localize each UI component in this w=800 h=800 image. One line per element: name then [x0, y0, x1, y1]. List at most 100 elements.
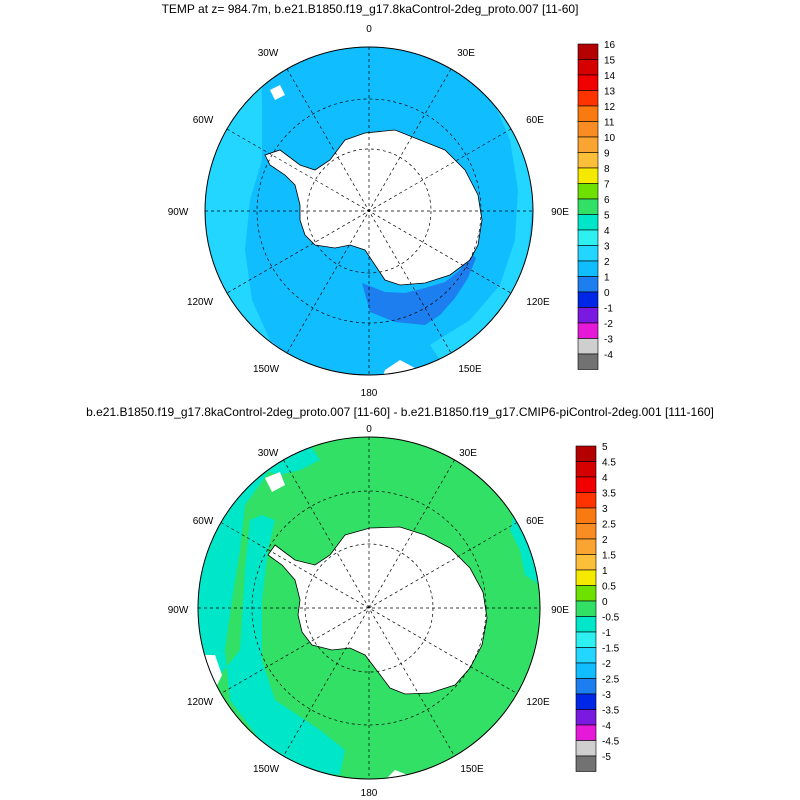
legend-swatch [575, 740, 597, 757]
legend-swatch [577, 245, 599, 262]
legend-swatch [577, 121, 599, 138]
lon-label-120w: 120W [187, 297, 214, 308]
legend-swatch [577, 136, 599, 153]
legend-swatch [577, 338, 599, 355]
legend-label: -3 [604, 335, 613, 346]
legend-swatch [577, 43, 599, 60]
legend-label: -4 [604, 350, 613, 361]
legend-swatch [577, 74, 599, 91]
lon-label-60w: 60W [193, 115, 214, 126]
legend-swatch [575, 724, 597, 741]
lon-label-180: 180 [361, 388, 378, 399]
legend-swatch [575, 554, 597, 571]
legend-swatch [577, 291, 599, 308]
legend-label: -1 [602, 628, 611, 639]
legend-swatch [577, 322, 599, 339]
legend-label: -2 [604, 319, 613, 330]
legend-label: 1 [604, 273, 610, 284]
lon-label-30w: 30W [258, 448, 279, 459]
legend-swatch [575, 445, 597, 462]
lon-label-30e: 30E [459, 448, 477, 459]
legend-label: 11 [604, 118, 615, 129]
lon-label-120e: 120E [526, 297, 550, 308]
legend-label: -4 [602, 721, 611, 732]
ocean-cool-band-west [198, 470, 345, 775]
legend-label: -0.5 [602, 613, 620, 624]
legend-swatch [575, 538, 597, 555]
legend-swatch [575, 647, 597, 664]
legend-label: -3.5 [602, 706, 620, 717]
lon-label-90e: 90E [551, 605, 569, 616]
legend-label: -2 [602, 659, 611, 670]
legend-swatch [577, 59, 599, 76]
legend-label: -5 [602, 752, 611, 763]
legend-swatch [575, 616, 597, 633]
legend-label: 3.5 [602, 489, 616, 500]
legend-label: -3 [602, 690, 611, 701]
legend-label: 0 [602, 597, 608, 608]
lon-label-0: 0 [366, 424, 372, 435]
legend-label: 12 [604, 102, 616, 113]
legend-label: 0 [604, 288, 610, 299]
legend-swatch [577, 90, 599, 107]
longitude-labels: 0 30E 30W 60E 60W 90E 90W 120E 120W 150E… [168, 424, 570, 799]
legend-label: 0.5 [602, 582, 616, 593]
lon-label-90w: 90W [168, 207, 189, 218]
legend-swatch [575, 461, 597, 478]
lon-label-120e: 120E [526, 697, 550, 708]
legend-label: -2.5 [602, 675, 620, 686]
legend-swatch [577, 214, 599, 231]
legend-swatch [575, 600, 597, 617]
legend-swatch [575, 631, 597, 648]
legend-swatch [575, 476, 597, 493]
legend-label: 4 [602, 473, 608, 484]
legend-swatch [577, 276, 599, 293]
ocean-outer-band-east [430, 60, 533, 360]
legend-label: -1 [604, 304, 613, 315]
legend-swatch [575, 693, 597, 710]
legend-swatch [577, 183, 599, 200]
ocean-outer-band [205, 70, 340, 375]
temperature-difference-map: 0 30E 30W 60E 60W 90E 90W 120E 120W 150E… [168, 424, 620, 799]
legend-swatch [577, 229, 599, 246]
lon-label-150e: 150E [458, 364, 482, 375]
color-legend-difference: 5 4.5 4 3.5 3 2.5 2 1.5 1 0.5 0 -0.5 -1 -1.5 -2 -2.5 -3 -… [575, 442, 620, 772]
map-title-bottom: b.e21.B1850.f19_g17.8kaControl-2deg_prot… [86, 405, 714, 419]
lon-label-60w: 60W [193, 516, 214, 527]
land-patch-sa [270, 85, 285, 100]
legend-swatch [577, 198, 599, 215]
legend-swatch [575, 523, 597, 540]
lon-label-90e: 90E [551, 207, 569, 218]
legend-label: 1 [602, 566, 608, 577]
lon-label-150w: 150W [253, 364, 280, 375]
legend-swatch [575, 678, 597, 695]
legend-swatch [575, 709, 597, 726]
legend-label: 4.5 [602, 458, 616, 469]
lon-label-150e: 150E [460, 764, 484, 775]
legend-label: 3 [604, 242, 610, 253]
lon-label-90w: 90W [168, 605, 189, 616]
legend-label: 10 [604, 133, 616, 144]
legend-label: 13 [604, 87, 616, 98]
legend-label: 4 [604, 226, 610, 237]
ocean-warm-patch [362, 252, 476, 325]
legend-swatch [575, 755, 597, 772]
legend-swatch [577, 353, 599, 370]
lon-label-0: 0 [366, 24, 372, 35]
longitude-labels: 0 30E 30W 60E 60W 90E 90W 120E 120W 150E… [168, 24, 570, 399]
lon-label-120w: 120W [187, 697, 214, 708]
lon-label-30e: 30E [457, 48, 475, 59]
antarctica [264, 129, 483, 286]
legend-label: 3 [602, 504, 608, 515]
legend-label: 9 [604, 149, 610, 160]
map-title-top: TEMP at z= 984.7m, b.e21.B1850.f19_g17.8… [161, 2, 579, 16]
legend-label: 16 [604, 40, 616, 51]
legend-label: 14 [604, 71, 616, 82]
lon-label-60e: 60E [526, 115, 544, 126]
lon-label-60e: 60E [526, 516, 544, 527]
legend-label: 5 [602, 442, 608, 453]
legend-swatch [575, 492, 597, 509]
lon-label-150w: 150W [253, 764, 280, 775]
legend-label: 2.5 [602, 520, 616, 531]
